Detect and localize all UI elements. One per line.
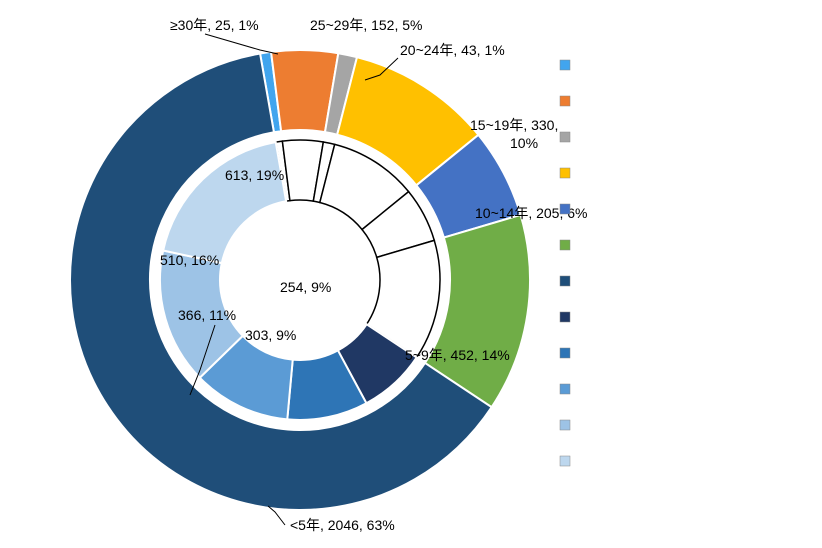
legend-swatch (560, 204, 570, 214)
outer-label: ≥30年, 25, 1% (170, 17, 259, 33)
inner-label: 366, 11% (178, 307, 236, 323)
outer-label: <5年, 2046, 63% (290, 517, 395, 533)
outer-label: 5~9年, 452, 14% (405, 347, 510, 363)
inner-label: 613, 19% (225, 167, 284, 183)
legend-swatch (560, 420, 570, 430)
legend-swatch (560, 348, 570, 358)
legend-swatch (560, 240, 570, 250)
outer-label: 10% (510, 135, 538, 151)
leader-line (205, 34, 278, 54)
outer-label: 10~14年, 205, 6% (475, 205, 587, 221)
outer-label: 15~19年, 330, (470, 117, 558, 133)
legend-swatch (560, 132, 570, 142)
inner-label: 510, 16% (160, 252, 219, 268)
inner-label: 254, 9% (280, 279, 331, 295)
inner-label: 303, 9% (245, 327, 296, 343)
legend-swatch (560, 456, 570, 466)
outer-label: 25~29年, 152, 5% (310, 17, 422, 33)
outer-label: 20~24年, 43, 1% (400, 42, 505, 58)
legend-swatch (560, 384, 570, 394)
legend-swatch (560, 96, 570, 106)
legend-swatch (560, 60, 570, 70)
legend-swatch (560, 168, 570, 178)
legend-swatch (560, 312, 570, 322)
donut-chart: ≥30年, 25, 1% 25~29年, 152, 5% 20~24年, 43, 1… (0, 0, 822, 548)
legend-swatch (560, 276, 570, 286)
